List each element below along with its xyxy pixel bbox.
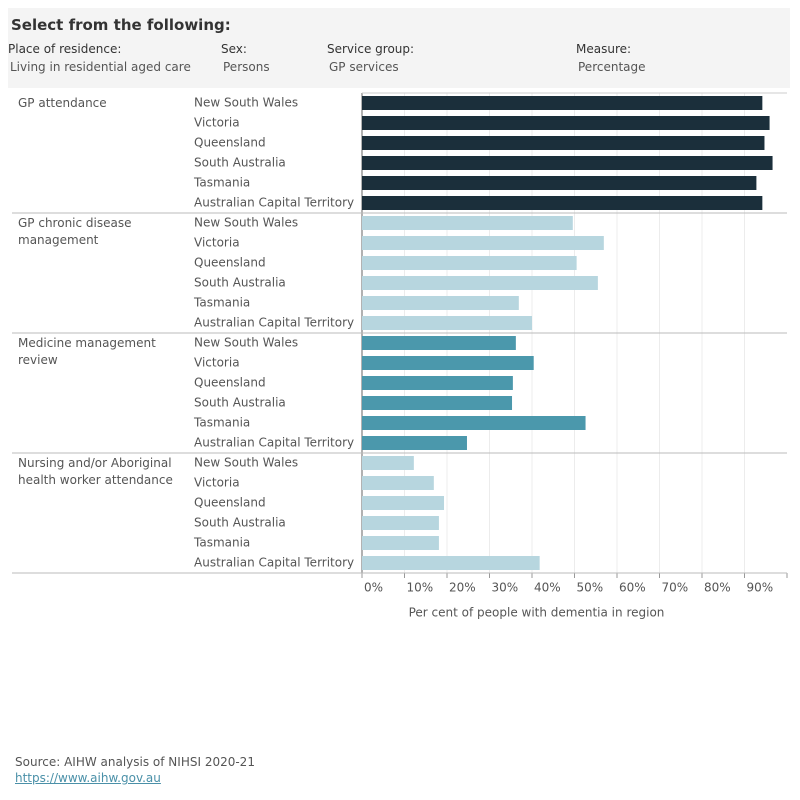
y-tick-label: Australian Capital Territory — [194, 196, 354, 210]
bar — [362, 356, 534, 370]
y-tick-label: Queensland — [194, 376, 266, 390]
filter-value[interactable]: Living in residential aged care — [10, 60, 191, 74]
group-label: Medicine management review — [18, 336, 156, 367]
bar — [362, 176, 757, 190]
filter-label: Sex: — [221, 42, 247, 56]
filter-label: Service group: — [327, 42, 415, 56]
bar — [362, 436, 467, 450]
y-tick-label: South Australia — [194, 516, 286, 530]
source: Source: AIHW analysis of NIHSI 2020-21 — [15, 755, 255, 769]
x-tick-label: 10% — [407, 581, 434, 595]
filter-panel: Select from the following: Place of resi… — [8, 8, 790, 88]
y-tick-label: Tasmania — [193, 536, 250, 550]
filter-value[interactable]: Persons — [223, 60, 270, 74]
y-tick-label: Australian Capital Territory — [194, 316, 354, 330]
y-tick-label: South Australia — [194, 396, 286, 410]
bar — [362, 336, 516, 350]
bar — [362, 496, 445, 510]
filter-label: Place of residence: — [8, 42, 122, 56]
bar — [362, 196, 763, 210]
bar — [362, 316, 532, 330]
filter-label: Measure: — [576, 42, 632, 56]
panel-title: Select from the following: — [11, 16, 231, 34]
bar — [362, 96, 763, 110]
y-tick-label: Queensland — [194, 256, 266, 270]
x-tick-label: 50% — [577, 581, 604, 595]
group-label: Nursing and/or Aboriginal health worker … — [18, 456, 173, 487]
y-tick-label: Queensland — [194, 136, 266, 150]
bar — [362, 156, 773, 170]
bar — [362, 236, 604, 250]
bar — [362, 456, 414, 470]
y-tick-label: Tasmania — [193, 296, 250, 310]
filter-value[interactable]: Percentage — [578, 60, 646, 74]
x-tick-label: 80% — [704, 581, 731, 595]
bar — [362, 476, 434, 490]
y-tick-label: Victoria — [194, 116, 240, 130]
bar — [362, 376, 513, 390]
filter-value[interactable]: GP services — [329, 60, 399, 74]
y-tick-label: Queensland — [194, 496, 266, 510]
source-link[interactable]: https://www.aihw.gov.au — [15, 771, 161, 785]
y-tick-label: New South Wales — [194, 216, 298, 230]
bar — [362, 296, 519, 310]
x-tick-label: 90% — [747, 581, 774, 595]
y-tick-label: New South Wales — [194, 336, 298, 350]
bar — [362, 396, 513, 410]
y-tick-label: Victoria — [194, 476, 240, 490]
bar — [362, 536, 439, 550]
bar — [362, 276, 598, 290]
bar — [362, 556, 540, 570]
x-tick-label: 40% — [534, 581, 561, 595]
y-tick-label: South Australia — [194, 276, 286, 290]
bar — [362, 216, 573, 230]
x-tick-label: 60% — [619, 581, 646, 595]
y-tick-label: Tasmania — [193, 176, 250, 190]
y-tick-label: Victoria — [194, 236, 240, 250]
bar — [362, 136, 765, 150]
y-tick-label: South Australia — [194, 156, 286, 170]
x-tick-label: 0% — [364, 581, 383, 595]
bar — [362, 416, 586, 430]
bar — [362, 256, 577, 270]
y-tick-label: Australian Capital Territory — [194, 556, 354, 570]
group-label: GP chronic disease management — [18, 216, 132, 247]
group-label: GP attendance — [18, 96, 107, 110]
x-axis-title: Per cent of people with dementia in regi… — [409, 606, 665, 620]
x-tick-label: 30% — [492, 581, 519, 595]
y-tick-label: New South Wales — [194, 456, 298, 470]
y-tick-label: Tasmania — [193, 416, 250, 430]
y-tick-label: Australian Capital Territory — [194, 436, 354, 450]
bar — [362, 116, 770, 130]
y-tick-label: Victoria — [194, 356, 240, 370]
x-tick-label: 70% — [662, 581, 689, 595]
bar — [362, 516, 439, 530]
y-tick-label: New South Wales — [194, 96, 298, 110]
x-tick-label: 20% — [449, 581, 476, 595]
